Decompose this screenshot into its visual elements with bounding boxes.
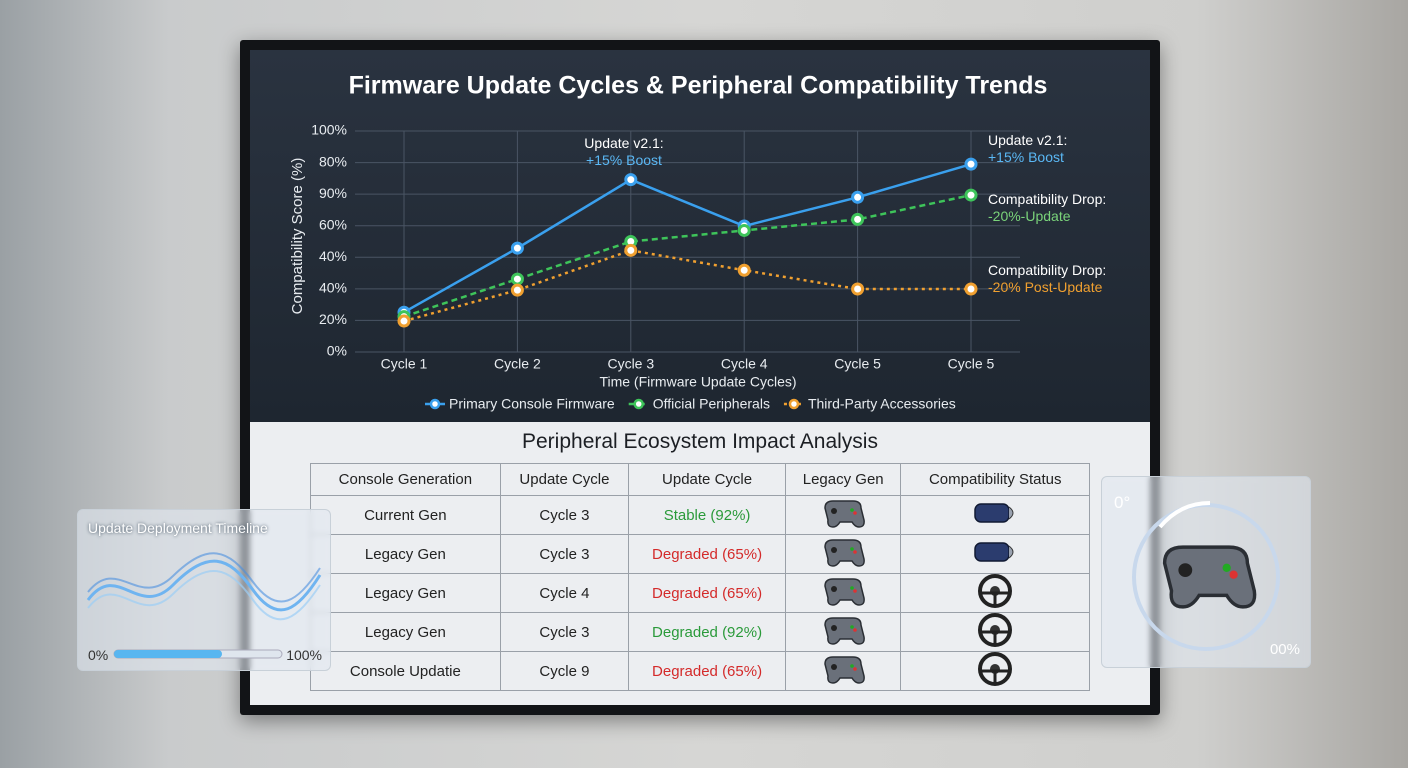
vr-icon	[974, 542, 1014, 562]
legend-label: Primary Console Firmware	[449, 396, 615, 412]
timeline-end: 100%	[286, 647, 322, 663]
series-line	[403, 249, 971, 323]
annotation-line: +15% Boost	[988, 149, 1064, 165]
gamepad-icon	[824, 500, 866, 528]
column-header: Console Generation	[310, 463, 501, 496]
data-point	[964, 188, 978, 202]
column-header: Legacy Gen	[784, 463, 902, 496]
y-tick-label: 20%	[319, 311, 347, 327]
legend-swatch	[633, 398, 644, 410]
wave	[86, 552, 322, 659]
x-tick-label: Cycle 1	[381, 356, 428, 372]
cell: Cycle 4	[499, 573, 630, 613]
column-header: Update Cycle	[628, 463, 786, 496]
annotation-line: -20% Post-Update	[988, 279, 1103, 295]
legend-swatch	[788, 398, 800, 410]
x-tick-label: Cycle 4	[721, 356, 768, 372]
dial-bottom: 00%	[1269, 641, 1300, 658]
data-point	[851, 190, 865, 204]
timeline-panel: Update Deployment Timeline 0% 100%	[77, 509, 331, 671]
data-point	[510, 272, 524, 286]
data-point	[624, 173, 638, 187]
dial-panel: 0° 00%	[1101, 476, 1311, 668]
annotation: Update v2.1: +15% Boost	[584, 135, 663, 168]
timeline-title: Update Deployment Timeline	[88, 520, 268, 536]
gamepad-icon	[824, 578, 866, 606]
annotation: Update v2.1: +15% Boost	[988, 132, 1067, 165]
cell: Degraded (65%)	[628, 534, 786, 574]
y-tick-label: 40%	[319, 280, 347, 296]
annotation: Compatibility Drop: -20%-Update	[988, 191, 1106, 224]
gamepad-icon	[824, 617, 866, 645]
annotation: Compatibility Drop: -20% Post-Update	[988, 262, 1106, 295]
cell: Legacy Gen	[310, 534, 501, 574]
annotation-line: Update v2.1:	[988, 132, 1067, 148]
cell: Degraded (92%)	[628, 612, 786, 652]
legend-swatch	[429, 398, 441, 410]
table-title: Peripheral Ecosystem Impact Analysis	[522, 430, 878, 453]
annotation-line: Update v2.1:	[584, 135, 663, 151]
x-tick-label: Cycle 2	[494, 356, 541, 372]
cell: Cycle 9	[499, 651, 630, 691]
y-tick-label: 60%	[319, 216, 347, 232]
column-header: Compatibility Status	[900, 463, 1090, 496]
cell: Console Updatie	[310, 651, 501, 691]
wheel-icon	[978, 652, 1013, 686]
y-tick-label: 90%	[319, 185, 347, 201]
annotation-line: Compatibility Drop:	[988, 191, 1106, 207]
cell: Cycle 3	[499, 612, 630, 652]
dial	[1132, 501, 1280, 651]
y-tick-label: 0%	[327, 343, 347, 359]
annotation-line: +15% Boost	[586, 152, 662, 168]
data-point	[624, 243, 638, 257]
cell: Cycle 3	[499, 495, 630, 535]
data-point	[737, 263, 751, 277]
vr-icon	[974, 503, 1014, 523]
y-tick-label: 40%	[319, 248, 347, 264]
wheel-icon	[978, 574, 1013, 608]
cell: Degraded (65%)	[628, 573, 786, 613]
cell: Current Gen	[310, 495, 501, 535]
x-tick-label: Cycle 5	[948, 356, 995, 372]
cell: Legacy Gen	[310, 612, 501, 652]
timeline-start: 0%	[88, 647, 109, 663]
data-point	[737, 223, 751, 237]
data-point	[964, 282, 978, 296]
series-line	[403, 162, 972, 314]
x-tick-label: Cycle 5	[834, 356, 881, 372]
chart-title: Firmware Update Cycles & Peripheral Comp…	[349, 72, 1048, 100]
data-table: Console Generation Update Cycle Update Cyc…	[310, 463, 1090, 691]
annotation-line: Compatibility Drop:	[988, 262, 1106, 278]
wheel-icon	[978, 613, 1013, 647]
data-point	[851, 282, 865, 296]
gamepad-icon	[824, 656, 866, 684]
annotation-line: -20%-Update	[988, 208, 1071, 224]
data-point	[397, 314, 411, 328]
cell: Stable (92%)	[628, 495, 786, 535]
chart-background	[250, 50, 1150, 422]
data-point	[851, 212, 865, 226]
column-header: Update Cycle	[499, 463, 630, 496]
y-tick-label: 100%	[311, 122, 347, 138]
cell: Degraded (65%)	[628, 651, 786, 691]
legend-label: Official Peripherals	[653, 396, 770, 412]
cell: Cycle 3	[499, 534, 630, 574]
data-point	[510, 283, 524, 297]
y-tick-label: 80%	[319, 153, 347, 169]
data-point	[964, 157, 978, 171]
gamepad-icon	[824, 539, 866, 567]
x-tick-label: Cycle 3	[607, 356, 654, 372]
y-axis-label: Compatibility Score (%)	[289, 158, 306, 315]
legend-label: Third-Party Accessories	[808, 396, 956, 412]
series-line	[403, 193, 972, 318]
x-axis-label: Time (Firmware Update Cycles)	[599, 374, 796, 390]
data-point	[510, 241, 524, 255]
cell: Legacy Gen	[310, 573, 501, 613]
dial-top: 0°	[1114, 493, 1131, 512]
